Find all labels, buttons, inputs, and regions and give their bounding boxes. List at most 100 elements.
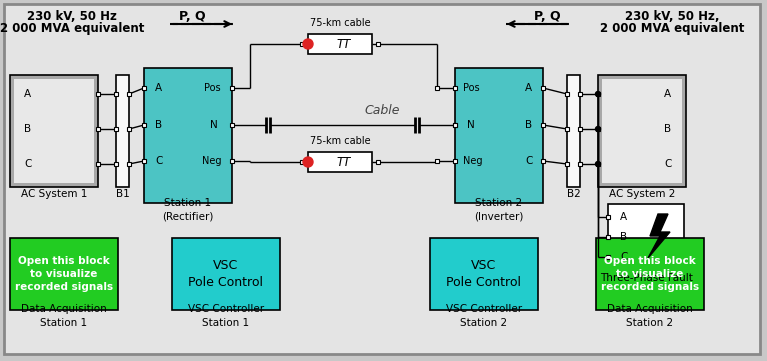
Text: Three-Phase Fault: Three-Phase Fault: [600, 273, 693, 283]
Bar: [96, 127, 100, 131]
Bar: [541, 86, 545, 90]
Bar: [308, 152, 372, 172]
Text: TT: TT: [337, 38, 351, 51]
Text: Neg: Neg: [463, 156, 482, 166]
Text: B1: B1: [116, 189, 130, 199]
Text: Open this block
to visualize
recorded signals: Open this block to visualize recorded si…: [601, 256, 699, 292]
Bar: [541, 123, 545, 127]
Bar: [435, 159, 439, 163]
Bar: [596, 162, 600, 166]
Text: N: N: [210, 120, 218, 130]
Text: 230 kV, 50 Hz,: 230 kV, 50 Hz,: [625, 10, 719, 23]
Text: B: B: [620, 232, 627, 242]
Text: VSC
Pole Control: VSC Pole Control: [446, 259, 522, 289]
Bar: [567, 75, 580, 187]
Text: A: A: [155, 83, 162, 93]
Bar: [541, 159, 545, 163]
Bar: [596, 92, 600, 96]
Text: C: C: [664, 159, 671, 169]
Text: Station 2
(Inverter): Station 2 (Inverter): [474, 199, 524, 222]
Bar: [578, 127, 582, 131]
Text: Station 1
(Rectifier): Station 1 (Rectifier): [163, 199, 214, 222]
Text: N: N: [467, 120, 475, 130]
Circle shape: [303, 157, 313, 167]
Text: VSC Controller
Station 2: VSC Controller Station 2: [446, 304, 522, 327]
Circle shape: [595, 126, 601, 131]
Text: Pos: Pos: [463, 83, 479, 93]
Text: A: A: [24, 89, 31, 99]
Bar: [606, 255, 610, 259]
Bar: [565, 162, 569, 166]
Bar: [453, 123, 457, 127]
Bar: [596, 238, 704, 310]
Bar: [453, 86, 457, 90]
Bar: [96, 92, 100, 96]
Text: AC System 1: AC System 1: [21, 189, 87, 199]
Text: B: B: [664, 124, 671, 134]
Bar: [142, 123, 146, 127]
Text: Data Acquisition
Station 2: Data Acquisition Station 2: [607, 304, 693, 327]
Bar: [114, 162, 118, 166]
Text: VSC
Pole Control: VSC Pole Control: [189, 259, 264, 289]
Text: 230 kV, 50 Hz: 230 kV, 50 Hz: [27, 10, 117, 23]
Bar: [230, 86, 234, 90]
Circle shape: [303, 39, 313, 49]
Bar: [114, 92, 118, 96]
Bar: [96, 162, 100, 166]
Bar: [14, 79, 94, 183]
Text: B: B: [155, 120, 162, 130]
Text: A: A: [664, 89, 671, 99]
Text: VSC Controller
Station 1: VSC Controller Station 1: [188, 304, 264, 327]
Bar: [127, 162, 131, 166]
Bar: [230, 123, 234, 127]
Bar: [578, 162, 582, 166]
Circle shape: [595, 161, 601, 166]
Text: TT: TT: [337, 156, 351, 169]
Bar: [602, 79, 682, 183]
Text: B: B: [24, 124, 31, 134]
Bar: [172, 238, 280, 310]
Bar: [453, 159, 457, 163]
Bar: [116, 75, 129, 187]
Bar: [578, 92, 582, 96]
Text: Open this block
to visualize
recorded signals: Open this block to visualize recorded si…: [15, 256, 113, 292]
Bar: [144, 68, 232, 203]
Polygon shape: [648, 214, 670, 258]
Text: Data Acquisition
Station 1: Data Acquisition Station 1: [21, 304, 107, 327]
Bar: [300, 42, 304, 46]
Bar: [10, 75, 98, 187]
Text: B: B: [525, 120, 532, 130]
Text: 2 000 MVA equivalent: 2 000 MVA equivalent: [0, 22, 144, 35]
Text: Pos: Pos: [204, 83, 221, 93]
Bar: [142, 159, 146, 163]
Bar: [376, 160, 380, 164]
Bar: [10, 238, 118, 310]
Text: C: C: [155, 156, 163, 166]
Bar: [606, 215, 610, 219]
Text: 2 000 MVA equivalent: 2 000 MVA equivalent: [600, 22, 744, 35]
Bar: [308, 34, 372, 54]
Text: P, Q: P, Q: [534, 10, 561, 23]
Text: Cable: Cable: [364, 104, 400, 117]
Bar: [376, 42, 380, 46]
Bar: [230, 159, 234, 163]
Text: C: C: [24, 159, 31, 169]
Bar: [453, 123, 457, 127]
Text: A: A: [620, 212, 627, 222]
Text: C: C: [525, 156, 532, 166]
Text: P, Q: P, Q: [179, 10, 206, 23]
Bar: [565, 92, 569, 96]
Bar: [565, 127, 569, 131]
Bar: [435, 86, 439, 90]
Text: B2: B2: [567, 189, 581, 199]
Bar: [430, 238, 538, 310]
Text: 75-km cable: 75-km cable: [310, 18, 370, 28]
Bar: [455, 68, 543, 203]
Bar: [127, 92, 131, 96]
Text: 75-km cable: 75-km cable: [310, 136, 370, 146]
Circle shape: [595, 91, 601, 96]
Bar: [127, 127, 131, 131]
Bar: [596, 127, 600, 131]
Text: A: A: [525, 83, 532, 93]
Bar: [598, 75, 686, 187]
